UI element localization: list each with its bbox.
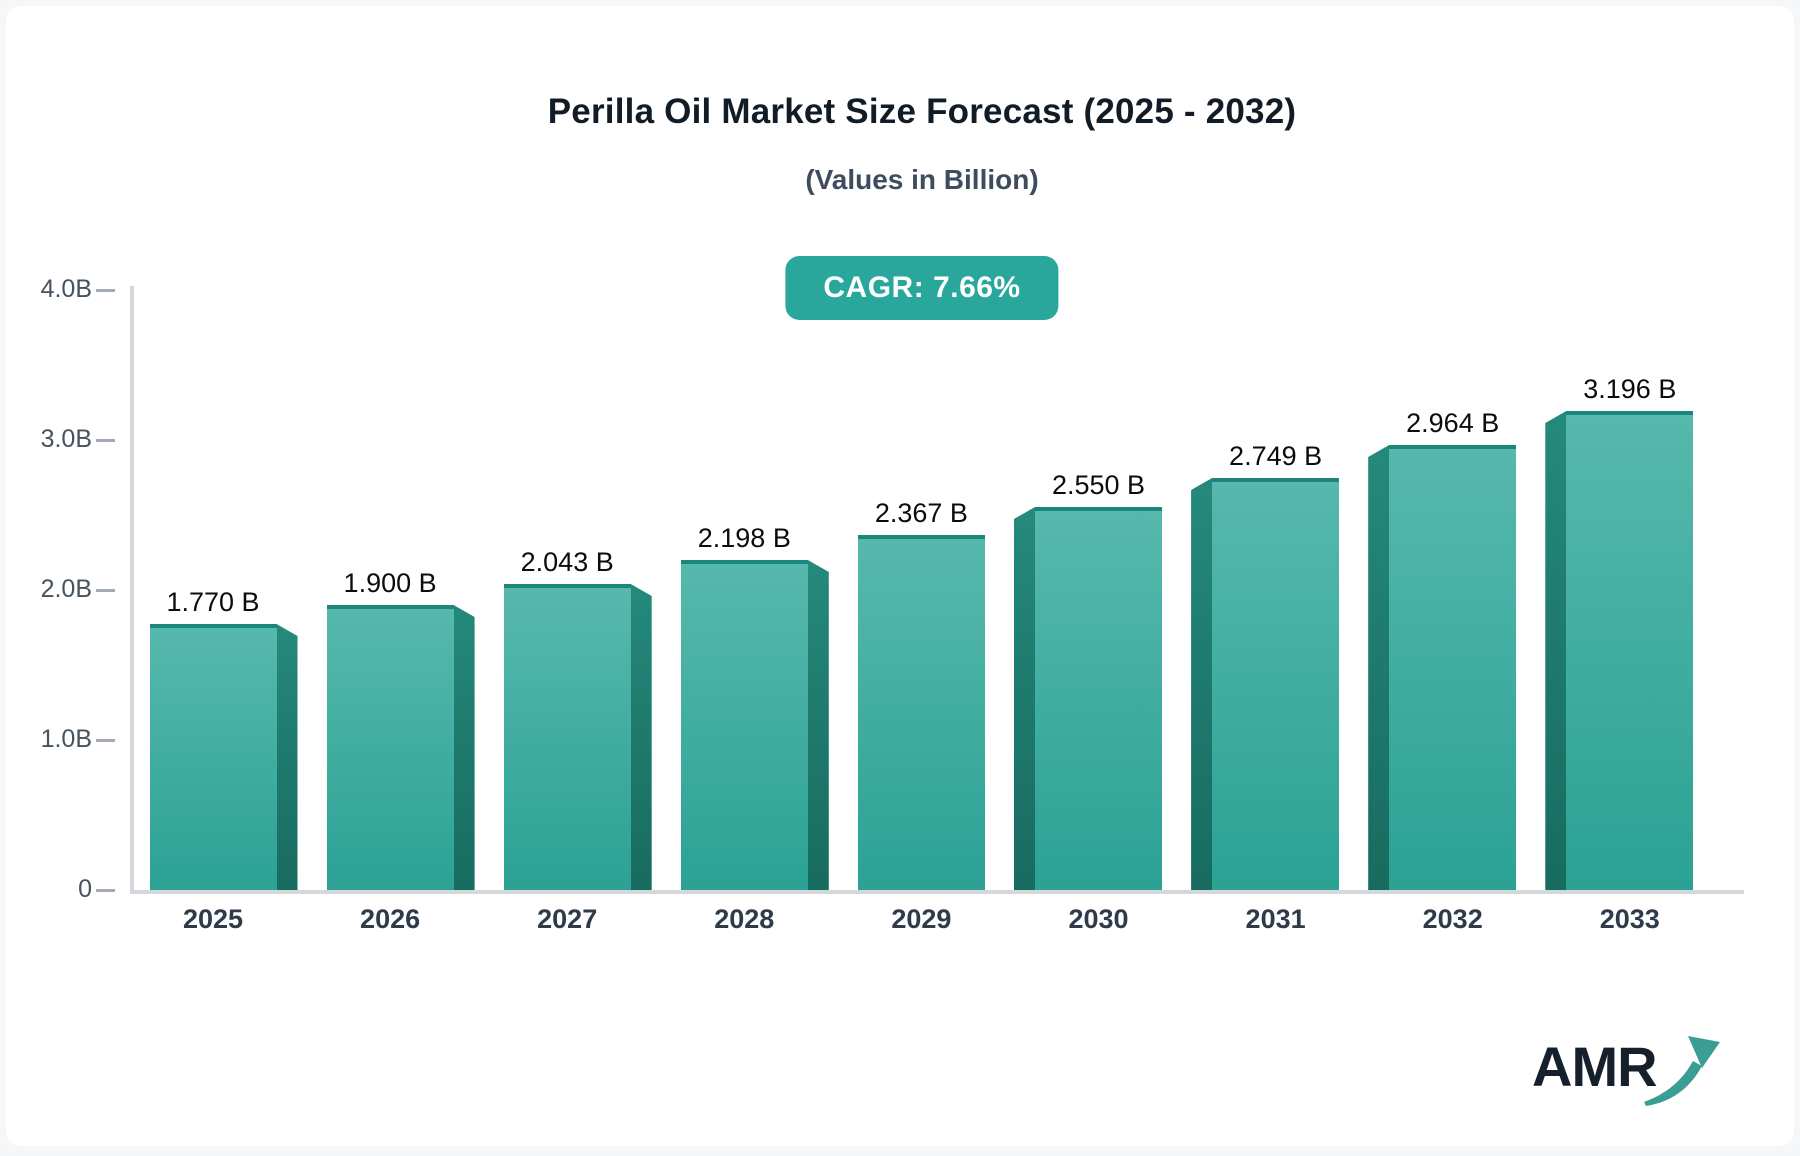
bar: [680, 560, 808, 890]
y-axis-tick-label: 0: [78, 875, 92, 903]
bar-value-label: 2.964 B: [1406, 408, 1500, 438]
bar-side-face: [276, 624, 298, 890]
x-axis-label: 2025: [182, 904, 244, 934]
bar: [1212, 478, 1340, 890]
bar-value-label: 2.043 B: [520, 547, 614, 577]
bar-value-label: 2.367 B: [874, 498, 968, 528]
bar-side-face: [1545, 411, 1567, 890]
bar: [1035, 507, 1162, 890]
bar-side-face: [1368, 445, 1390, 890]
bar: [503, 584, 631, 890]
y-axis-tick-mark: [96, 589, 115, 592]
x-axis-label: 2026: [360, 904, 421, 934]
y-axis-tick-mark: [96, 739, 115, 742]
x-axis-label: 2032: [1422, 904, 1483, 934]
x-axis-label: 2027: [537, 904, 598, 934]
bar-value-label: 2.198 B: [697, 523, 791, 553]
bar-side-face: [1191, 478, 1213, 890]
y-axis-tick-label: 2.0B: [40, 575, 92, 603]
x-axis-label: 2028: [714, 904, 775, 934]
y-axis-tick-mark: [96, 439, 115, 442]
bar: [1389, 445, 1517, 890]
x-axis-label: 2031: [1245, 904, 1306, 934]
bar-value-label: 1.900 B: [343, 568, 437, 598]
chart-title: Perilla Oil Market Size Forecast (2025 -…: [547, 92, 1297, 131]
x-axis-label: 2029: [891, 904, 952, 934]
bar-value-label: 2.550 B: [1051, 470, 1146, 500]
x-axis-label: 2033: [1599, 904, 1660, 934]
y-axis-line: [130, 286, 134, 894]
bar-chart-plot-area: 0 1.0B 2.0B 3.0B 4.0B 1.770 B 2025 1.900 B 2026 2…: [6, 6, 1794, 1146]
y-axis-tick-mark: [96, 889, 115, 892]
y-axis-tick-label: 1.0B: [40, 725, 92, 753]
chart-subtitle: (Values in Billion): [805, 164, 1039, 195]
bar-value-label: 1.770 B: [166, 587, 260, 617]
amr-logo-text: AMR: [1532, 1035, 1658, 1098]
bar-side-face: [1014, 507, 1035, 890]
y-axis-tick-label: 3.0B: [40, 425, 92, 453]
trend-up-arrow-icon: [1644, 1036, 1720, 1106]
x-axis-label: 2030: [1068, 904, 1129, 934]
bar-value-label: 3.196 B: [1583, 374, 1677, 404]
bar: [326, 605, 454, 890]
bar-side-face: [453, 605, 475, 890]
bar-value-label: 2.749 B: [1229, 441, 1323, 471]
bar-side-face: [630, 584, 652, 890]
bar: [149, 624, 277, 890]
x-axis-line: [130, 890, 1744, 894]
bar-side-face: [807, 560, 829, 890]
chart-card: Perilla Oil Market Size Forecast (2025 -…: [6, 6, 1794, 1146]
bar: [857, 535, 985, 890]
amr-logo: AMR: [1532, 1034, 1720, 1124]
y-axis-tick-mark: [96, 289, 115, 292]
y-axis-tick-label: 4.0B: [40, 275, 92, 303]
bar: [1566, 411, 1694, 890]
cagr-badge: CAGR: 7.66%: [785, 256, 1059, 320]
